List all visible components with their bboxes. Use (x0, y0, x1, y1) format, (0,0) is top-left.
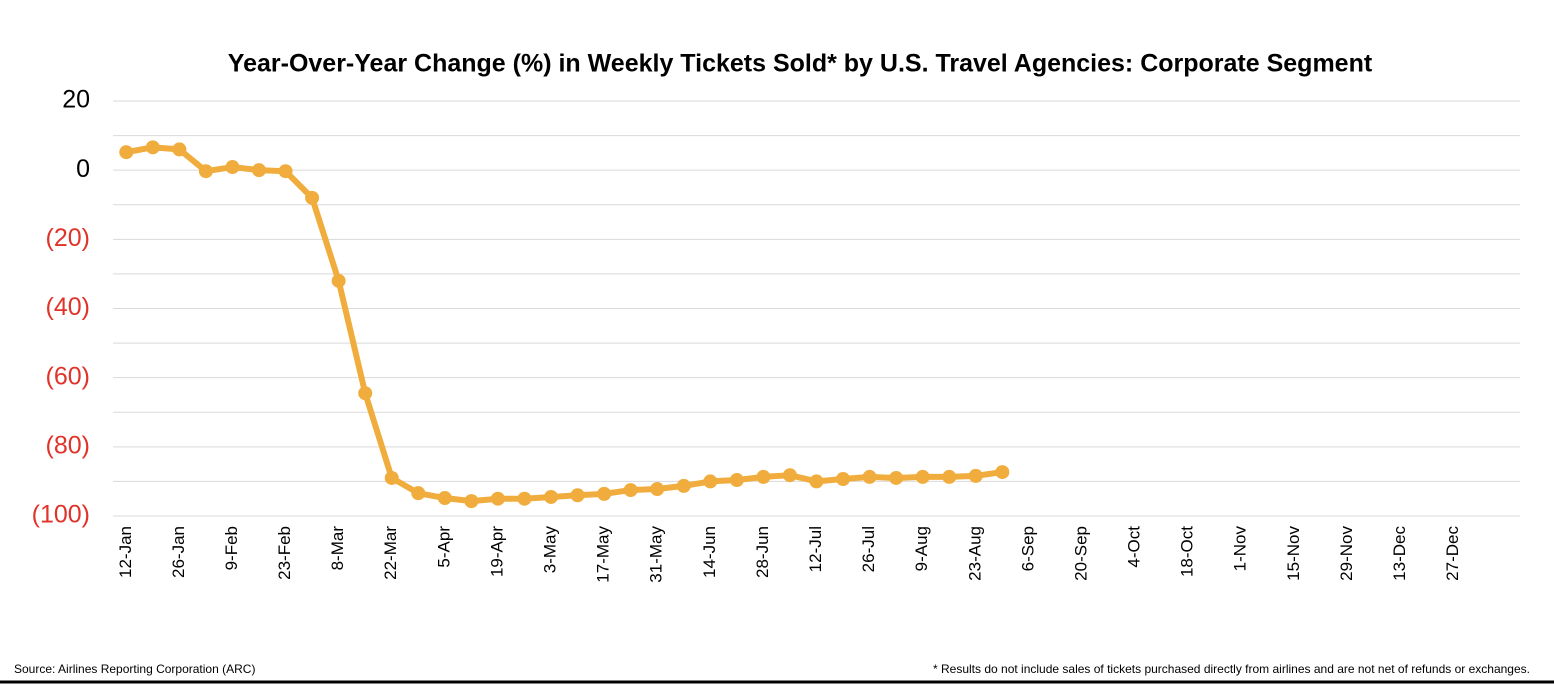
x-tick-label: 22-Mar (381, 526, 400, 580)
data-point (703, 474, 718, 489)
data-point (384, 470, 399, 485)
data-point (862, 469, 877, 484)
x-tick-label: 29-Nov (1337, 526, 1356, 581)
data-point (252, 163, 267, 178)
footnote: * Results do not include sales of ticket… (933, 662, 1530, 676)
x-tick-label: 18-Oct (1178, 526, 1197, 577)
data-point (172, 142, 187, 157)
data-point (623, 483, 638, 498)
data-point (411, 486, 426, 501)
x-tick-label: 1-Nov (1231, 526, 1250, 572)
x-tick-label: 20-Sep (1071, 526, 1090, 581)
x-tick-label: 28-Jun (753, 526, 772, 578)
y-tick-label: 0 (76, 155, 90, 183)
source: Source: Airlines Reporting Corporation (… (14, 662, 255, 676)
data-point (225, 160, 240, 175)
x-tick-label: 3-May (541, 526, 560, 574)
data-point (278, 164, 293, 179)
data-point (490, 491, 505, 506)
y-tick-label: 20 (62, 86, 90, 114)
data-point (968, 468, 983, 483)
data-point (942, 469, 957, 484)
data-point (729, 473, 744, 488)
y-tick-label: (60) (46, 362, 90, 390)
y-tick-label: (20) (46, 224, 90, 252)
x-tick-label: 9-Feb (222, 526, 241, 570)
x-tick-label: 4-Oct (1125, 526, 1144, 568)
x-tick-label: 5-Apr (434, 526, 453, 568)
y-tick-label: (100) (32, 501, 90, 529)
data-point (570, 488, 585, 503)
data-point (198, 164, 213, 179)
x-tick-label: 12-Jan (116, 526, 135, 578)
x-tick-label: 31-May (647, 526, 666, 583)
x-tick-label: 23-Aug (965, 526, 984, 581)
x-tick-label: 12-Jul (806, 526, 825, 572)
data-point (782, 468, 797, 483)
x-tick-label: 14-Jun (700, 526, 719, 578)
data-point (676, 478, 691, 493)
series-line (125, 144, 1003, 505)
data-point (517, 491, 532, 506)
x-tick-label: 17-May (594, 526, 613, 583)
data-point (544, 489, 559, 504)
data-point (464, 494, 479, 509)
x-tick-label: 13-Dec (1390, 526, 1409, 581)
data-point (995, 465, 1010, 480)
x-tick-label: 15-Nov (1284, 526, 1303, 581)
x-tick-label: 8-Mar (328, 526, 347, 571)
data-point (889, 470, 904, 485)
chart-title: Year-Over-Year Change (%) in Weekly Tick… (228, 50, 1373, 78)
data-point (305, 190, 320, 205)
data-point (915, 469, 930, 484)
x-tick-label: 26-Jul (859, 526, 878, 572)
data-point (145, 140, 160, 155)
data-point (756, 469, 771, 484)
y-tick-label: (80) (46, 431, 90, 459)
x-tick-label: 19-Apr (487, 526, 506, 577)
x-tick-label: 6-Sep (1018, 526, 1037, 571)
x-tick-label: 23-Feb (275, 526, 294, 580)
data-point (437, 491, 452, 506)
data-point (650, 482, 665, 497)
data-point (836, 471, 851, 486)
y-tick-label: (40) (46, 293, 90, 321)
data-point (331, 273, 346, 288)
data-point (597, 486, 612, 501)
data-point (119, 145, 134, 160)
data-point (809, 474, 824, 489)
x-tick-label: 9-Aug (912, 526, 931, 571)
data-point (358, 386, 373, 401)
x-tick-label: 26-Jan (169, 526, 188, 578)
x-tick-label: 27-Dec (1443, 526, 1462, 581)
